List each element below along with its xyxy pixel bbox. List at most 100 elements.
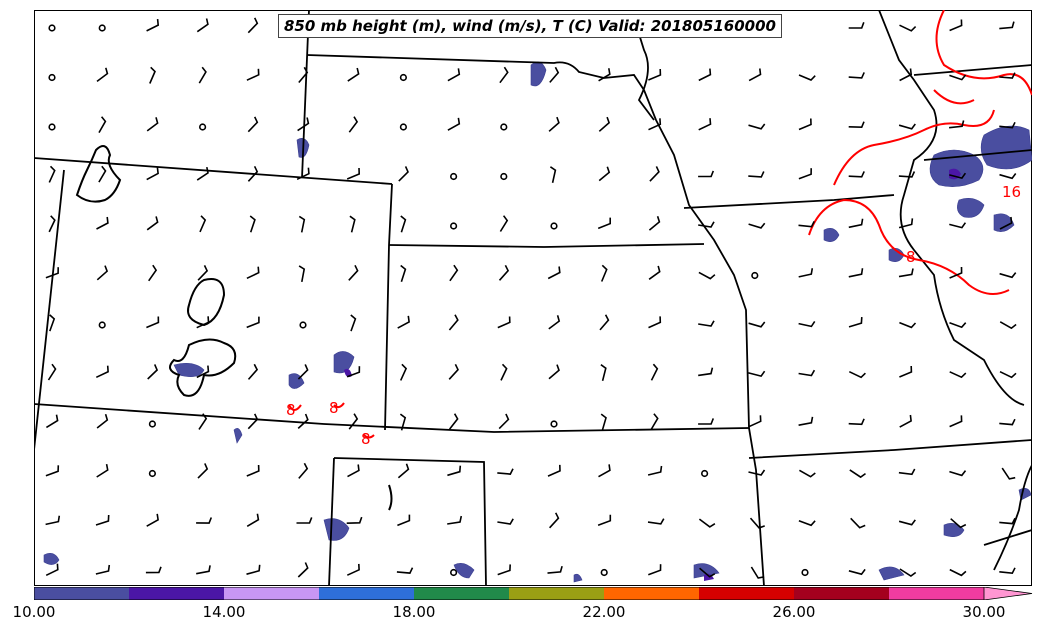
wind-barb bbox=[698, 418, 715, 425]
wind-barb bbox=[598, 166, 611, 182]
wind-barb bbox=[199, 215, 207, 233]
wind-barb bbox=[400, 215, 407, 233]
wind-barb bbox=[346, 563, 360, 576]
colorbar-tick: 30.00 bbox=[962, 603, 1006, 621]
wind-barb bbox=[548, 364, 560, 380]
wind-barb bbox=[247, 165, 259, 182]
wind-barb bbox=[648, 564, 662, 576]
wind-barb bbox=[698, 170, 715, 178]
contour-label-8: 8 bbox=[286, 401, 296, 419]
wind-barb bbox=[899, 568, 917, 577]
wind-barb bbox=[347, 67, 360, 82]
colorbar bbox=[34, 587, 1033, 600]
wind-barb bbox=[95, 564, 111, 575]
wind-barb bbox=[296, 167, 310, 181]
wind-barb bbox=[898, 123, 916, 130]
wind-barb bbox=[698, 271, 716, 280]
wind-barb bbox=[749, 517, 765, 529]
wind-barb bbox=[898, 171, 916, 178]
wind-barb bbox=[198, 413, 208, 430]
wind-barb bbox=[1001, 467, 1016, 480]
calm-wind-marker bbox=[600, 568, 608, 577]
wind-barb bbox=[950, 518, 967, 529]
wind-barb bbox=[999, 567, 1016, 575]
colorbar-segment bbox=[604, 587, 699, 600]
wind-barb bbox=[999, 21, 1015, 30]
calm-wind-marker bbox=[550, 222, 558, 230]
wind-barb bbox=[899, 24, 917, 32]
map-canvas: 16 8 8 8 8 bbox=[34, 10, 1032, 586]
calm-wind-marker bbox=[500, 123, 508, 131]
calm-wind-marker bbox=[399, 73, 408, 82]
wind-barb bbox=[146, 316, 160, 329]
calm-wind-marker bbox=[48, 24, 56, 32]
wind-barb bbox=[246, 68, 260, 81]
wind-barb bbox=[798, 416, 814, 426]
wind-barb bbox=[648, 265, 661, 280]
wind-barb bbox=[246, 513, 260, 527]
wind-barb bbox=[296, 517, 313, 524]
wind-barb bbox=[448, 413, 459, 430]
wind-barb bbox=[246, 564, 261, 575]
wind-barb bbox=[497, 316, 511, 329]
map-panel bbox=[34, 10, 1032, 586]
colorbar-tick: 14.00 bbox=[202, 603, 246, 621]
wind-barb bbox=[399, 363, 408, 381]
wind-barb bbox=[146, 216, 159, 231]
wind-barb bbox=[597, 514, 612, 527]
wind-barb bbox=[98, 116, 107, 133]
wind-barb bbox=[699, 567, 716, 578]
wind-barb bbox=[949, 120, 965, 129]
wind-barb bbox=[198, 66, 207, 84]
calm-wind-marker bbox=[148, 420, 156, 428]
wind-barb bbox=[96, 463, 109, 478]
wind-barbs bbox=[45, 17, 1017, 579]
wind-barb bbox=[399, 413, 407, 431]
wind-barb bbox=[549, 66, 560, 83]
wind-barb bbox=[196, 166, 209, 181]
wind-barb bbox=[848, 22, 865, 29]
wind-barb bbox=[96, 216, 109, 230]
colorbar-segment bbox=[129, 587, 224, 600]
wind-barb bbox=[949, 371, 967, 379]
wind-barb bbox=[999, 370, 1017, 379]
wind-barb bbox=[899, 321, 917, 329]
wind-barb bbox=[447, 68, 461, 82]
wind-barb bbox=[246, 316, 260, 329]
wind-barb bbox=[748, 321, 766, 328]
wind-barb bbox=[848, 568, 866, 576]
wind-barb bbox=[648, 118, 662, 131]
wind-barb bbox=[549, 512, 560, 529]
wind-barb bbox=[999, 216, 1013, 230]
temperature-contour-labels: 16 8 8 8 8 bbox=[286, 183, 1021, 448]
wind-barb bbox=[600, 264, 608, 282]
wind-barb bbox=[648, 68, 662, 81]
wind-barb bbox=[346, 366, 361, 378]
wind-barb bbox=[147, 364, 159, 380]
wind-barb bbox=[798, 320, 816, 328]
colorbar-segment bbox=[889, 587, 984, 600]
wind-barb bbox=[500, 363, 508, 381]
wind-barb bbox=[146, 19, 160, 32]
wind-barb bbox=[748, 222, 766, 229]
wind-barb bbox=[949, 222, 967, 229]
wind-barb bbox=[949, 172, 967, 180]
calm-wind-marker bbox=[450, 222, 458, 230]
wind-barb bbox=[95, 365, 109, 379]
wind-barb bbox=[748, 415, 762, 428]
wind-barb bbox=[750, 566, 765, 579]
wind-barb bbox=[698, 221, 715, 228]
calm-wind-marker bbox=[751, 271, 759, 280]
wind-barb bbox=[949, 322, 967, 329]
wind-barb bbox=[48, 215, 56, 233]
wind-barb bbox=[848, 370, 866, 379]
wind-barb bbox=[899, 68, 913, 82]
wind-barb bbox=[748, 68, 762, 82]
wind-barb bbox=[246, 464, 260, 477]
wind-barb bbox=[45, 515, 61, 526]
calm-wind-marker bbox=[48, 73, 56, 82]
wind-barb bbox=[249, 215, 256, 233]
wind-barb bbox=[297, 117, 310, 132]
wind-barb bbox=[348, 264, 359, 281]
wind-barb bbox=[298, 215, 306, 233]
